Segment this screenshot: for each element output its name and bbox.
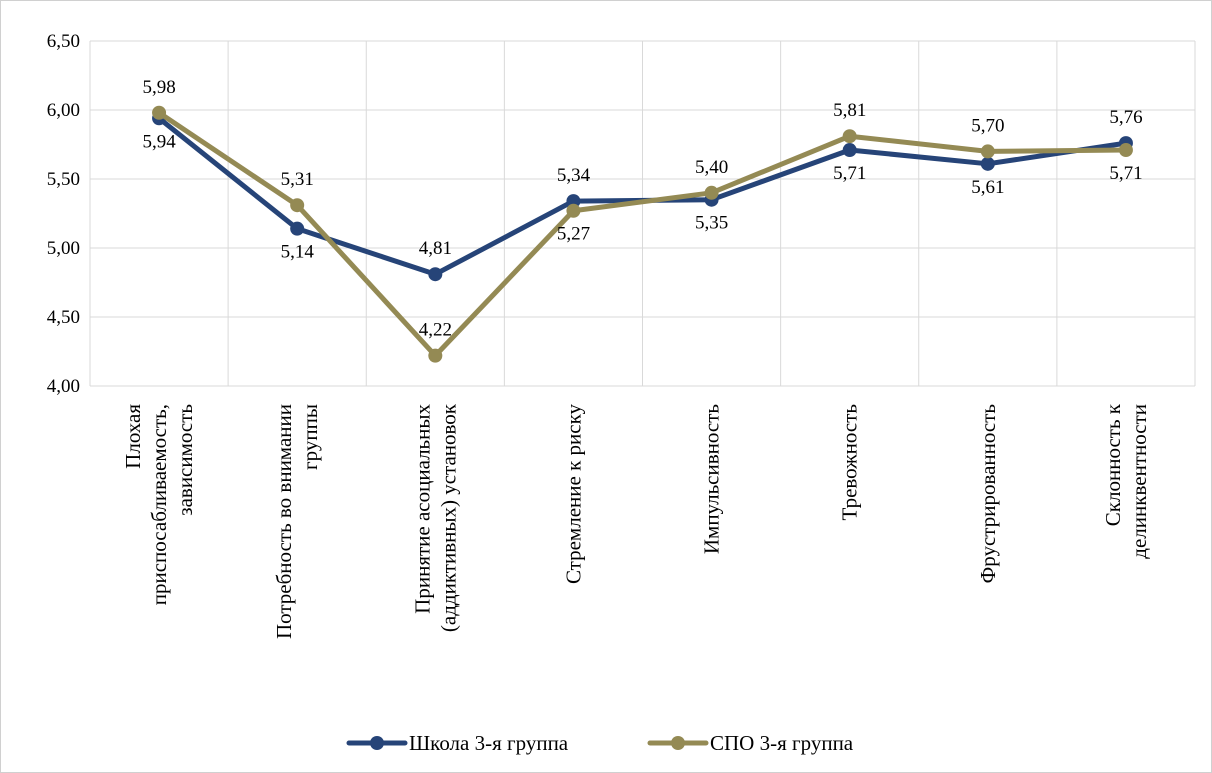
category-label-line: Стремление к риску (561, 404, 585, 585)
y-tick-label: 6,50 (47, 31, 80, 52)
data-point (428, 349, 442, 363)
y-tick-label: 4,50 (47, 307, 80, 328)
category-label-line: делинквентности (1127, 404, 1151, 559)
data-label: 5,34 (557, 165, 591, 186)
data-point (428, 267, 442, 281)
data-point (843, 129, 857, 143)
data-point (981, 157, 995, 171)
data-label: 4,81 (419, 238, 452, 259)
category-label: Тревожность (838, 404, 862, 520)
data-point (152, 106, 166, 120)
y-tick-label: 5,00 (47, 238, 80, 259)
legend-label: СПО 3-я группа (710, 731, 854, 755)
data-label: 5,70 (971, 115, 1004, 136)
category-label-line: (аддиктивных) установок (436, 403, 460, 632)
data-point (1119, 143, 1133, 157)
data-label: 5,81 (833, 100, 866, 121)
data-label: 5,14 (281, 242, 315, 263)
legend-marker (370, 736, 384, 750)
category-label-line: зависимость (173, 404, 197, 516)
category-label-line: Принятие асоциальных (410, 404, 434, 614)
data-label: 4,22 (419, 320, 452, 341)
y-tick-label: 6,00 (47, 100, 80, 121)
data-point (705, 186, 719, 200)
category-label-line: Тревожность (838, 404, 862, 520)
y-tick-label: 4,00 (47, 376, 80, 397)
category-label: Импульсивность (700, 404, 724, 554)
category-label: Фрустрированность (976, 404, 1000, 583)
data-label: 5,35 (695, 213, 728, 234)
data-point (566, 204, 580, 218)
category-label-line: Плохая (121, 404, 145, 469)
data-point (981, 144, 995, 158)
data-label: 5,71 (833, 163, 866, 184)
category-label: Принятие асоциальных (аддиктивных) устано… (410, 403, 460, 632)
category-label: Склонность к делинквентности (1101, 403, 1151, 558)
legend-marker (671, 736, 685, 750)
data-label: 5,98 (142, 77, 175, 98)
data-point (290, 198, 304, 212)
data-label: 5,94 (142, 131, 176, 152)
data-label: 5,76 (1109, 107, 1142, 128)
category-label: Стремление к риску (561, 404, 585, 585)
data-label: 5,61 (971, 177, 1004, 198)
data-point (843, 143, 857, 157)
data-label: 5,71 (1109, 163, 1142, 184)
data-label: 5,27 (557, 224, 590, 245)
category-label-line: приспосабливаемость, (147, 404, 171, 605)
data-point (290, 222, 304, 236)
category-label-line: Потребность во внимании (272, 404, 296, 639)
category-label-line: группы (298, 404, 322, 470)
category-label-line: Импульсивность (700, 404, 724, 554)
category-label-line: Склонность к (1101, 403, 1125, 526)
data-label: 5,40 (695, 157, 728, 178)
data-label: 5,31 (281, 169, 314, 190)
category-label: Потребность во внимании группы (272, 404, 322, 639)
legend-label: Школа 3-я группа (409, 731, 569, 755)
category-label-line: Фрустрированность (976, 404, 1000, 583)
y-tick-label: 5,50 (47, 169, 80, 190)
category-label: Плохая приспосабливаемость, зависимость (121, 404, 197, 606)
